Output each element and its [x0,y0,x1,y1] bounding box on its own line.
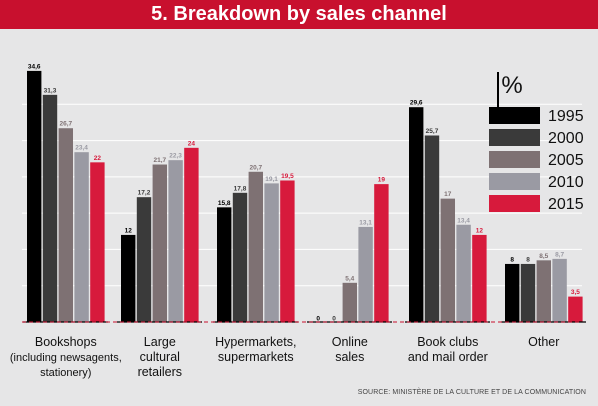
data-label: 34,6 [28,63,41,70]
category-label: (including newsagents, [10,352,122,364]
bar-2010-2 [264,183,279,322]
bar-2010-5 [552,258,567,322]
category-label: and mail order [408,350,488,364]
bar-2000-5 [520,263,536,322]
data-label: 5,4 [345,275,354,282]
data-label: 22,3 [169,153,182,160]
data-label: 17 [444,191,452,198]
category-label: Online [332,335,368,349]
legend-label: 2015 [548,196,584,213]
data-label: 26,7 [59,121,72,128]
bar-2005-0 [58,128,73,322]
legend-swatch-2010 [489,173,540,190]
bar-1995-0 [27,70,42,322]
chart-title: 5. Breakdown by sales channel [0,0,598,29]
category-label: Hypermarkets, [215,335,296,349]
bar-2000-1 [136,197,152,322]
data-label: 15,8 [218,200,231,207]
bar-1995-5 [505,263,520,322]
bar-2005-3 [342,282,357,322]
source-note: SOURCE: MINISTÈRE DE LA CULTURE ET DE LA… [357,389,586,396]
data-label: 0 [332,316,336,323]
data-label: 24 [188,140,196,147]
bar-2010-4 [456,224,471,322]
category-label: supermarkets [218,350,294,364]
legend-swatch-1995 [489,107,540,124]
category-label: Other [528,335,559,349]
data-label: 19 [378,177,386,184]
data-label: 31,3 [44,87,57,94]
data-label: 22 [94,155,102,162]
bar-2015-0 [90,162,105,322]
data-label: 8 [510,256,514,263]
data-label: 20,7 [249,164,262,171]
legend-swatch-2000 [489,129,540,146]
category-label: sales [335,350,364,364]
category-label: Bookshops [35,335,97,349]
data-label: 8,7 [555,251,564,258]
data-label: 19,1 [265,176,278,183]
bar-2005-1 [152,164,167,322]
data-label: 25,7 [426,128,439,135]
bar-2015-4 [472,234,487,322]
data-label: 12 [125,227,133,234]
data-label: 3,5 [571,289,580,296]
data-label: 12 [476,227,484,234]
legend-label: 2010 [548,174,584,191]
data-label: 17,2 [138,190,151,197]
legend-swatch-2005 [489,151,540,168]
bar-1995-4 [409,107,424,322]
bar-2005-5 [536,260,551,322]
bar-2015-5 [568,296,583,322]
data-label: 21,7 [153,157,166,164]
category-label: Book clubs [417,335,478,349]
bar-2015-1 [184,147,199,322]
bar-2010-3 [358,226,373,322]
legend-label: 1995 [548,108,584,125]
legend-label: 2000 [548,130,584,147]
category-label: stationery) [40,367,91,379]
bar-2015-3 [374,184,389,322]
bar-2005-2 [248,171,263,322]
unit-label: % [501,72,522,99]
data-label: 8,5 [539,253,548,260]
bar-1995-1 [121,234,136,322]
data-label: 8 [526,256,530,263]
data-label: 23,4 [75,145,88,152]
data-label: 0 [316,316,320,323]
bar-2000-2 [232,192,248,322]
data-label: 29,6 [410,100,423,107]
bar-2000-4 [424,135,440,322]
legend-label: 2005 [548,152,584,169]
bar-2010-0 [74,152,89,322]
category-label: cultural [140,350,180,364]
legend-swatch-2015 [489,195,540,212]
data-label: 19,5 [281,173,294,180]
bar-1995-2 [217,207,232,322]
bar-2005-4 [440,198,455,322]
data-label: 13,4 [457,217,470,224]
category-label: retailers [138,365,182,379]
category-label: Large [144,335,176,349]
bar-2000-0 [42,94,58,322]
bar-2015-2 [280,180,295,322]
data-label: 13,1 [359,219,372,226]
data-label: 17,8 [234,185,247,192]
bar-2010-1 [168,160,183,322]
